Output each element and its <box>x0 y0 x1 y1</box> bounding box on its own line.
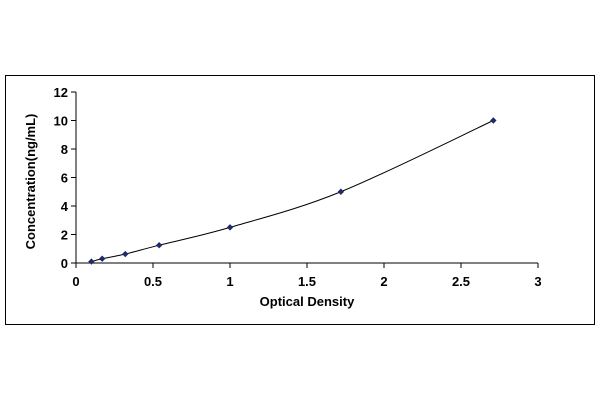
y-tick-label: 6 <box>61 171 68 186</box>
y-tick-label: 4 <box>61 199 69 214</box>
y-axis-title: Concentration(ng/mL) <box>23 114 38 250</box>
data-markers <box>88 117 497 265</box>
y-ticks: 0 2 4 6 8 10 12 <box>54 85 76 271</box>
y-tick-label: 0 <box>61 256 68 271</box>
data-point-marker <box>88 258 95 265</box>
x-tick-label: 2.5 <box>452 274 470 289</box>
y-tick-label: 12 <box>54 85 68 100</box>
x-ticks: 0 0.5 1 1.5 2 2.5 3 <box>72 263 542 289</box>
fit-curve <box>91 120 494 263</box>
x-tick-label: 1 <box>226 274 233 289</box>
x-tick-label: 1.5 <box>298 274 316 289</box>
x-tick-label: 0 <box>72 274 79 289</box>
x-tick-label: 3 <box>534 274 541 289</box>
y-tick-label: 2 <box>61 228 68 243</box>
data-point-marker <box>98 255 106 262</box>
data-point-marker <box>490 117 497 124</box>
x-axis-title: Optical Density <box>260 294 355 309</box>
y-tick-label: 8 <box>61 142 68 157</box>
data-point-marker <box>122 250 129 258</box>
data-point-marker <box>155 241 163 249</box>
chart-frame <box>5 75 595 325</box>
x-tick-label: 2 <box>380 274 387 289</box>
data-point-marker <box>337 188 345 195</box>
data-point-marker <box>226 224 234 231</box>
axes <box>75 92 538 264</box>
y-tick-label: 10 <box>54 114 68 129</box>
x-tick-label: 0.5 <box>144 274 162 289</box>
